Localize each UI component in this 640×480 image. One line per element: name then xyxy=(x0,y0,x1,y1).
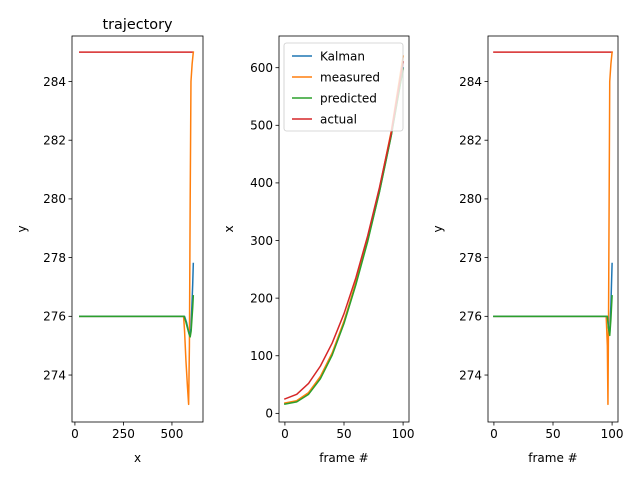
y-tick-label: 500 xyxy=(250,119,273,133)
y-tick-label: 276 xyxy=(459,310,482,324)
y-tick-label: 282 xyxy=(459,134,482,148)
y-tick-label: 200 xyxy=(250,291,273,305)
legend-label-measured: measured xyxy=(320,70,380,84)
legend-box xyxy=(283,42,404,132)
x-tick-label: 0 xyxy=(281,427,289,441)
x-tick-label: 250 xyxy=(112,427,135,441)
x-tick-label: 500 xyxy=(160,427,183,441)
y-tick-label: 274 xyxy=(459,368,482,382)
y-tick-label: 280 xyxy=(43,192,66,206)
y-tick-label: 300 xyxy=(250,234,273,248)
subplot-frame-vs-y: 0 50 100 274 276 278 280 282 284 frame # y xyxy=(431,35,624,465)
y-tick-label: 282 xyxy=(43,134,66,148)
x-tick-label: 50 xyxy=(336,427,351,441)
series-line-1 xyxy=(79,51,195,406)
legend: Kalman measured predicted actual xyxy=(283,42,404,132)
y-tick-label: 400 xyxy=(250,176,273,190)
x-tick-label: 50 xyxy=(545,427,560,441)
x-tick-label: 100 xyxy=(392,427,415,441)
x-axis-label: frame # xyxy=(528,451,577,465)
y-tick-label: 278 xyxy=(459,251,482,265)
series-line-3 xyxy=(79,294,195,338)
subplot-frame-vs-x: 0 50 100 0 100 200 300 400 500 600 frame # x Kalman m… xyxy=(222,35,415,465)
y-axis-label: y xyxy=(15,225,29,232)
y-tick-label: 276 xyxy=(43,310,66,324)
chart-title: trajectory xyxy=(102,17,173,33)
y-tick-label: 280 xyxy=(459,192,482,206)
legend-label-actual: actual xyxy=(320,112,357,126)
legend-label-predicted: predicted xyxy=(320,91,377,105)
y-tick-label: 274 xyxy=(43,368,66,382)
series-line-1 xyxy=(493,51,613,406)
legend-label-kalman: Kalman xyxy=(320,49,365,63)
y-axis-label: y xyxy=(431,225,445,232)
y-tick-label: 284 xyxy=(459,75,482,89)
x-axis-label: frame # xyxy=(319,451,368,465)
y-tick-label: 100 xyxy=(250,349,273,363)
x-axis-label: x xyxy=(134,451,141,465)
axes-frame xyxy=(71,35,204,423)
y-tick-label: 278 xyxy=(43,251,66,265)
y-axis-label: x xyxy=(222,225,236,232)
x-tick-label: 0 xyxy=(490,427,498,441)
x-tick-label: 0 xyxy=(71,427,79,441)
series-line-3 xyxy=(493,294,613,337)
x-tick-label: 100 xyxy=(601,427,624,441)
y-tick-label: 0 xyxy=(265,407,273,421)
y-tick-label: 284 xyxy=(43,75,66,89)
series-line-actual xyxy=(283,61,404,400)
y-tick-label: 600 xyxy=(250,61,273,75)
series-line-predicted xyxy=(284,67,404,406)
subplot-trajectory: 0 250 500 274 276 278 280 282 284 x y trajectory xyxy=(15,17,204,465)
